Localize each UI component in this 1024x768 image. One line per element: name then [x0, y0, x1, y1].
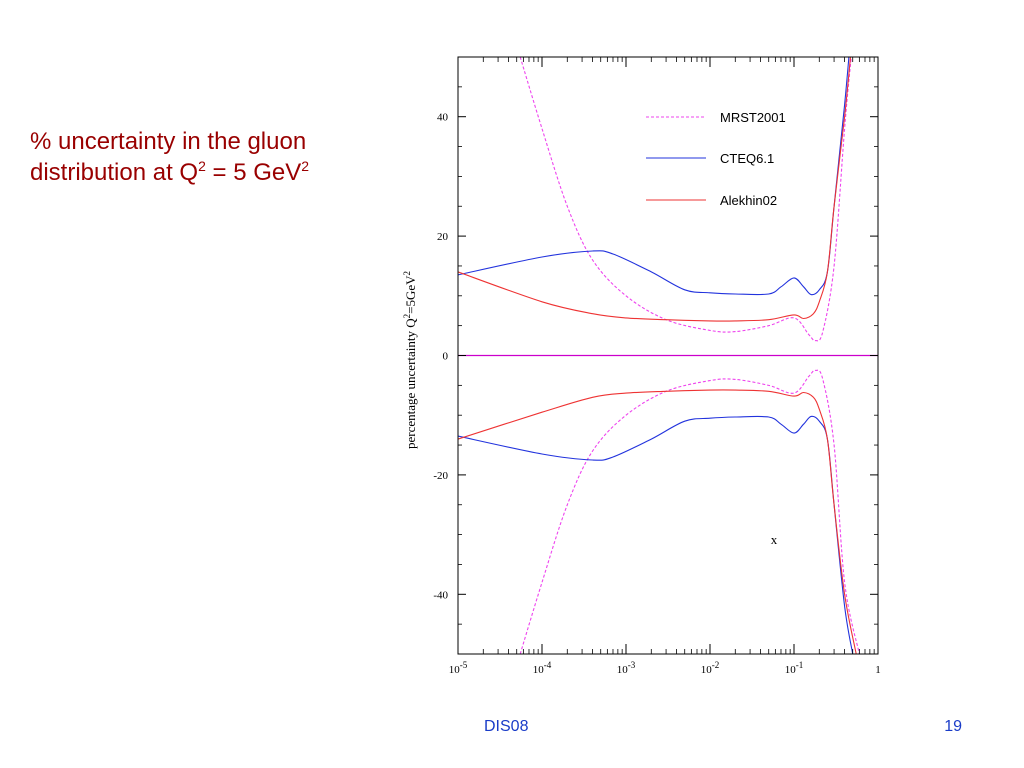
slide-title-line1: % uncertainty in the gluon [30, 128, 307, 155]
x-tick-label: 1 [875, 664, 881, 676]
slide-title-line2-pre: distribution at Q [30, 159, 199, 186]
y-axis-title: percentage uncertainty Q2=5GeV2 [402, 271, 418, 449]
slide-title-sup1: 2 [198, 158, 206, 174]
x-axis-title: x [771, 532, 778, 547]
y-axis-title-mid: =5GeV [403, 275, 418, 314]
series-alekhin02-lower [458, 389, 857, 654]
y-axis-title-base: percentage uncertainty Q [403, 318, 418, 449]
footer-page-number: 19 [944, 718, 962, 735]
slide-title-line2-mid: = 5 GeV [205, 159, 302, 186]
y-axis-title-sup2: 2 [402, 271, 412, 276]
slide-title: % uncertainty in the gluon distribution … [30, 126, 390, 188]
legend-label-alekhin02: Alekhin02 [720, 193, 777, 208]
series-cteq6-1-upper [458, 57, 850, 296]
y-tick-label: 40 [437, 112, 449, 124]
chart-legend: MRST2001 CTEQ6.1 Alekhin02 [646, 110, 786, 208]
series-mrst2001-lower [519, 369, 860, 654]
y-tick-label: -40 [433, 589, 448, 601]
legend-label-mrst2001: MRST2001 [720, 110, 786, 125]
series-lines [458, 57, 878, 654]
x-tick-label: 10-1 [785, 660, 804, 676]
y-axis-title-sup1: 2 [402, 314, 412, 319]
x-tick-label: 10-3 [617, 660, 636, 676]
slide-title-sup2: 2 [301, 158, 310, 174]
x-tick-label: 10-5 [449, 660, 468, 676]
y-tick-label: 20 [437, 231, 449, 243]
x-tick-label: 10-4 [533, 660, 552, 676]
x-tick-label: 10-2 [701, 660, 720, 676]
series-alekhin02-upper [458, 57, 852, 322]
axis-ticks [457, 56, 879, 655]
series-mrst2001-upper [519, 57, 852, 342]
series-cteq6-1-lower [458, 415, 854, 654]
axis-tick-labels: 40 20 0 -20 -40 10-5 10-4 10-3 10-2 10-1 1 [433, 112, 880, 676]
y-tick-label: 0 [443, 351, 449, 363]
footer-conference: DIS08 [484, 718, 529, 735]
legend-label-cteq6-1: CTEQ6.1 [720, 151, 774, 166]
y-tick-label: -20 [433, 470, 448, 482]
